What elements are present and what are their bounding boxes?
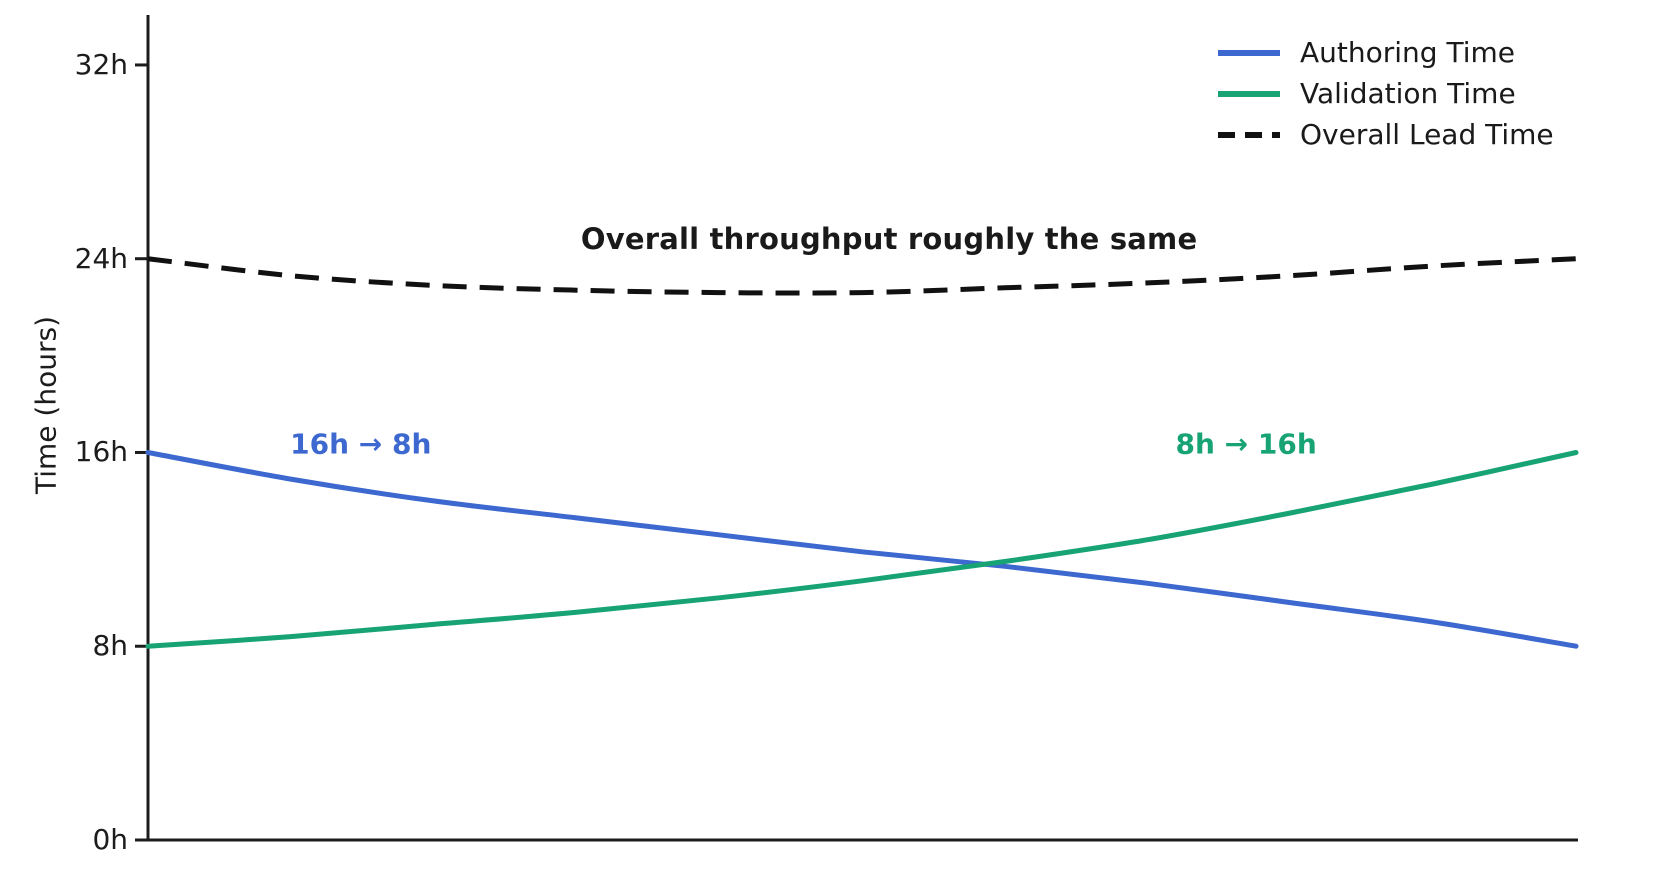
legend: Authoring Time Validation Time Overall L… <box>1218 32 1554 155</box>
series-line-0 <box>145 449 1579 649</box>
y-tick-label-16h: 16h <box>74 435 128 469</box>
y-tick-label-24h: 24h <box>74 241 128 275</box>
validation-line-swatch-icon <box>1218 90 1280 97</box>
annotation-validation-change: 8h → 16h <box>1175 427 1317 461</box>
series-lines <box>145 256 1579 649</box>
legend-label-overall-lead-time: Overall Lead Time <box>1300 118 1554 151</box>
y-axis-tick-marks <box>135 63 148 842</box>
y-tick-label-8h: 8h <box>92 629 128 663</box>
axes-spines <box>146 15 1578 842</box>
annotation-throughput-note: Overall throughput roughly the same <box>580 222 1198 257</box>
y-tick-label-32h: 32h <box>74 47 128 81</box>
legend-label-authoring-time: Authoring Time <box>1300 36 1515 69</box>
dashed-line-swatch-icon <box>1218 131 1280 138</box>
annotation-authoring-change: 16h → 8h <box>290 427 432 461</box>
legend-item-overall-lead-time: Overall Lead Time <box>1218 114 1554 155</box>
legend-item-validation-time: Validation Time <box>1218 73 1554 114</box>
y-tick-label-0h: 0h <box>92 823 128 856</box>
legend-item-authoring-time: Authoring Time <box>1218 32 1554 73</box>
series-line-2 <box>147 256 1577 296</box>
series-line-1 <box>145 450 1579 649</box>
authoring-line-swatch-icon <box>1218 49 1280 56</box>
legend-label-validation-time: Validation Time <box>1300 77 1516 110</box>
